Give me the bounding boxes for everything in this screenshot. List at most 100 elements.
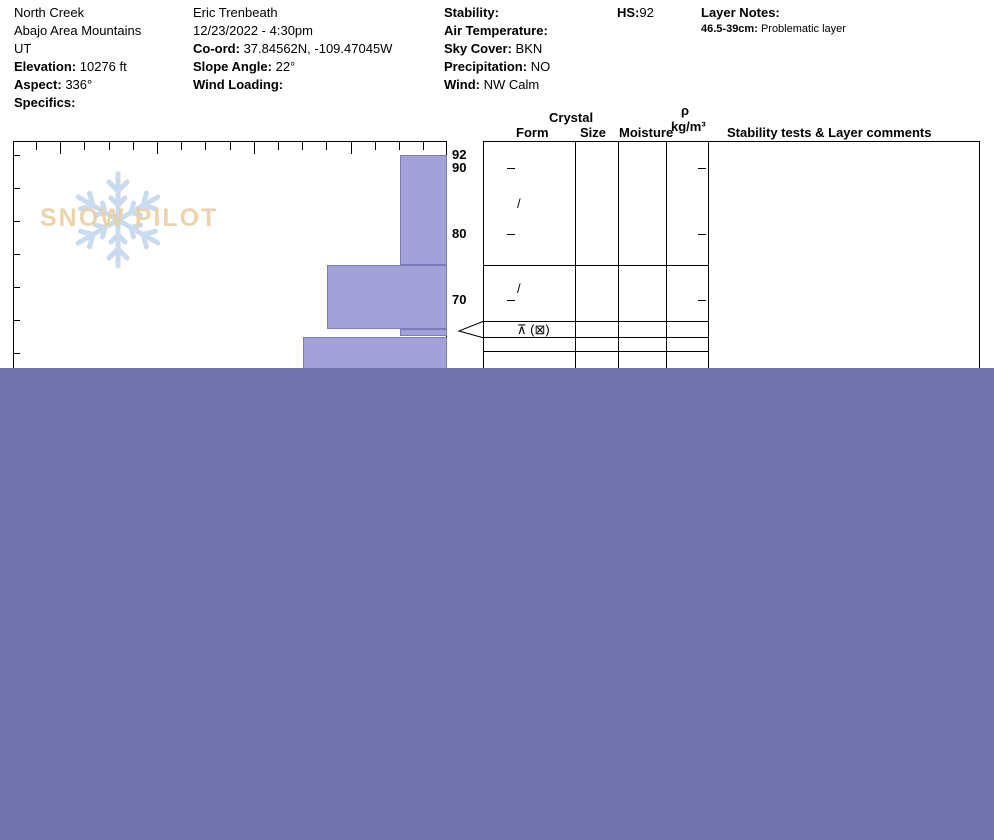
hardness-axis-tick [84, 142, 85, 150]
density-column-topline [666, 141, 708, 142]
depth-label: 80 [452, 226, 467, 241]
sky-cover-label: Sky Cover: [444, 41, 512, 56]
comments-column-header: Stability tests & Layer comments [727, 125, 932, 140]
depth-tick [507, 234, 515, 235]
layer-notes-block: Layer Notes: 46.5-39cm: Problematic laye… [701, 4, 846, 37]
depth-axis-tick [14, 188, 20, 189]
hardness-axis-tick [60, 142, 61, 154]
precipitation-label: Precipitation: [444, 59, 528, 74]
wind: Wind: NW Calm [444, 76, 550, 94]
layer-note-depth: 46.5-39cm: [701, 23, 758, 35]
observation-block: Eric Trenbeath 12/23/2022 - 4:30pm Co-or… [193, 4, 392, 94]
hardness-axis-tick [109, 142, 110, 150]
depth-label: 90 [452, 160, 467, 175]
hardness-bar [400, 329, 447, 336]
problem-layer-marker-icon [457, 320, 485, 339]
layer-row-line [483, 265, 708, 266]
watermark-text: SNOW PILOT [40, 204, 219, 232]
layer-row-line [483, 321, 708, 322]
hs-label: HS: [617, 5, 640, 20]
hardness-axis-tick [36, 142, 37, 150]
hs-block: HS:92 [617, 4, 654, 22]
air-temperature-label: Air Temperature: [444, 23, 548, 38]
size-column-header: Size [580, 125, 607, 140]
area-name: Abajo Area Mountains [14, 23, 142, 38]
depth-axis-tick [14, 353, 20, 354]
form-column-header: Form [516, 125, 549, 140]
layer-note-text: Problematic layer [760, 23, 846, 35]
hardness-axis-tick [302, 142, 303, 150]
hardness-axis-tick [351, 142, 352, 154]
location-block: North Creek Abajo Area Mountains UT Elev… [14, 4, 141, 112]
layer-row-line [483, 337, 708, 338]
hardness-axis-tick [375, 142, 376, 150]
hardness-axis-tick [254, 142, 255, 154]
depth-tick [698, 168, 706, 169]
wind-label: Wind: [444, 77, 480, 92]
size-moisture-divider [618, 141, 619, 396]
depth-tick [698, 234, 706, 235]
state-name: UT [14, 41, 32, 56]
slope-angle: Slope Angle: 22° [193, 58, 392, 76]
snowflake-icon [66, 171, 170, 272]
precipitation-value: NO [530, 59, 551, 74]
hardness-axis-tick [278, 142, 279, 150]
aspect-value: 336° [65, 77, 93, 92]
density-units-header: kg/m³ [671, 119, 706, 134]
observation-datetime: 12/23/2022 - 4:30pm [193, 23, 313, 38]
coord-label: Co-ord: [193, 41, 240, 56]
layer-note: 46.5-39cm: Problematic layer [701, 22, 846, 37]
depth-axis-tick [14, 155, 20, 156]
elevation: Elevation: 10276 ft [14, 58, 141, 76]
hardness-axis-tick [181, 142, 182, 150]
specifics: Specifics: [14, 94, 141, 112]
density-symbol-header: ρ [681, 103, 690, 118]
aspect: Aspect: 336° [14, 76, 141, 94]
sky-cover-value: BKN [515, 41, 543, 56]
depth-label: 70 [452, 292, 467, 307]
depth-tick [507, 300, 515, 301]
hardness-axis-tick [133, 142, 134, 150]
layer-notes-title: Layer Notes: [701, 5, 780, 20]
coord-value: 37.84562N, -109.47045W [243, 41, 393, 56]
depth-axis-tick [14, 287, 20, 288]
grain-form-symbol: / [517, 196, 521, 211]
aspect-label: Aspect: [14, 77, 62, 92]
elevation-label: Elevation: [14, 59, 77, 74]
depth-tick [507, 168, 515, 169]
coordinates: Co-ord: 37.84562N, -109.47045W [193, 40, 392, 58]
hardness-axis-tick [423, 142, 424, 150]
total-height: HS:92 [617, 4, 654, 22]
hs-value: 92 [639, 5, 654, 20]
grain-form-symbol: ⊼ (⊠) [517, 322, 550, 337]
hardness-bar [400, 155, 447, 265]
wind-value: NW Calm [483, 77, 540, 92]
slope-angle-value: 22° [275, 59, 296, 74]
specifics-label: Specifics: [14, 95, 76, 110]
air-temperature: Air Temperature: [444, 22, 550, 40]
depth-axis-tick [14, 221, 20, 222]
purple-overlay [0, 368, 994, 840]
hardness-bar [327, 265, 447, 329]
slope-angle-label: Slope Angle: [193, 59, 272, 74]
depth-axis-tick [14, 254, 20, 255]
snowpilot-watermark [66, 168, 170, 277]
wind-loading: Wind Loading: [193, 76, 392, 94]
moisture-column-header: Moisture [619, 125, 674, 140]
hardness-axis-tick [326, 142, 327, 150]
hardness-axis-tick [230, 142, 231, 150]
depth-tick [698, 300, 706, 301]
form-size-divider [575, 141, 576, 396]
elevation-value: 10276 ft [79, 59, 127, 74]
stability-label: Stability: [444, 5, 499, 20]
stability: Stability: [444, 4, 550, 22]
hardness-axis-tick [205, 142, 206, 150]
sky-cover: Sky Cover: BKN [444, 40, 550, 58]
crystal-header: Crystal [549, 110, 594, 125]
hardness-axis-tick [399, 142, 400, 150]
precipitation: Precipitation: NO [444, 58, 550, 76]
conditions-block: Stability: Air Temperature: Sky Cover: B… [444, 4, 550, 94]
hardness-axis-tick [157, 142, 158, 154]
